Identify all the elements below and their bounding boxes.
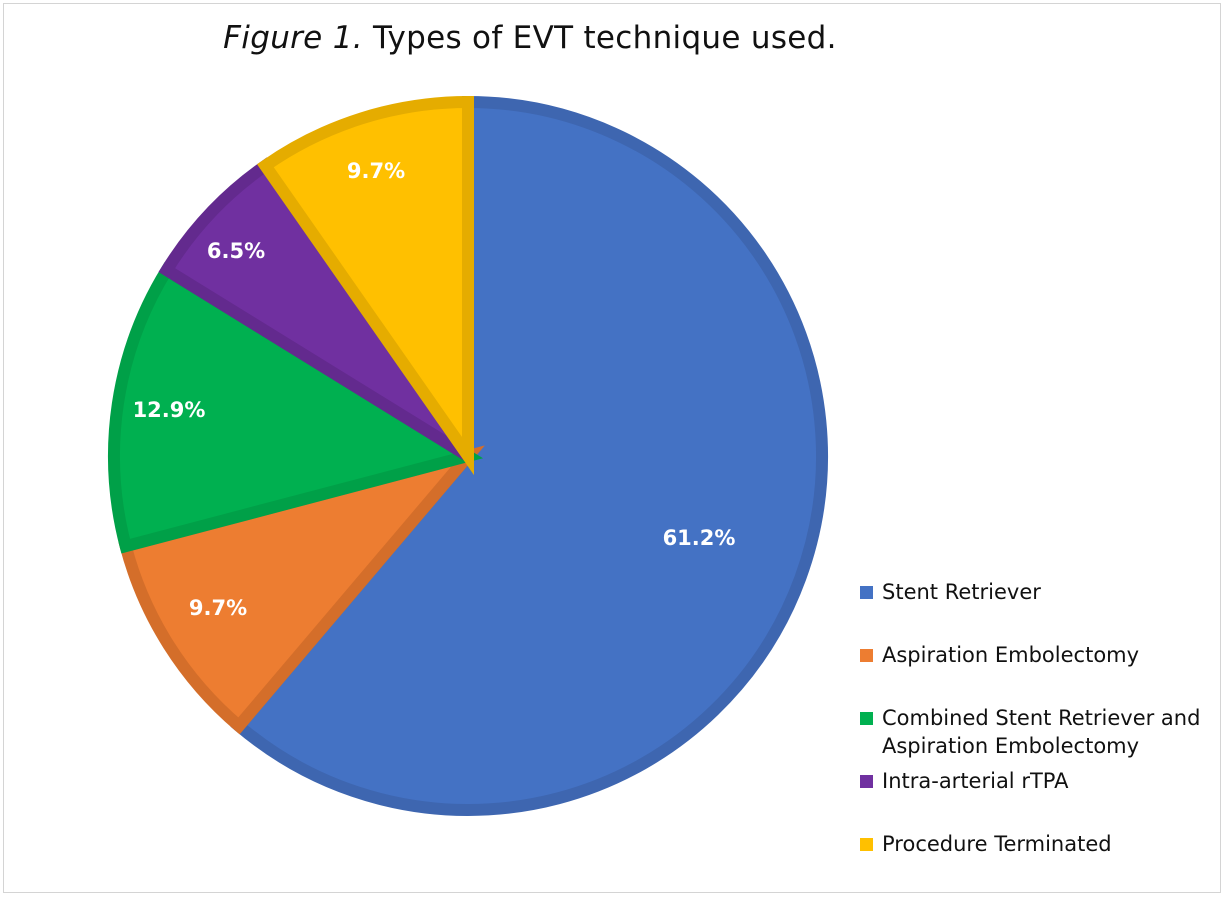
legend-swatch-procedure-terminated [860, 838, 873, 851]
legend-swatch-combined [860, 712, 873, 725]
chart-title-text: Types of EVT technique used. [362, 20, 837, 56]
data-label-combined: 12.9% [133, 398, 206, 422]
data-label-aspiration-embolectomy: 9.7% [189, 596, 247, 620]
legend-swatch-stent-retriever [860, 586, 873, 599]
data-label-intra-arterial-rtpa: 6.5% [207, 239, 265, 263]
chart-title: Figure 1. Types of EVT technique used. [0, 20, 1060, 56]
chart-frame [3, 3, 1221, 893]
legend-label-aspiration-embolectomy: Aspiration Embolectomy [882, 643, 1140, 667]
legend-swatch-aspiration-embolectomy [860, 649, 873, 662]
legend-label-combined-line-1: Combined Stent Retriever and [882, 706, 1201, 730]
data-label-stent-retriever: 61.2% [663, 526, 736, 550]
chart-title-figure-number: Figure 1. [223, 20, 363, 56]
data-label-procedure-terminated: 9.7% [347, 159, 405, 183]
pie-slice-stent-retriever [230, 95, 828, 816]
legend-label-procedure-terminated: Procedure Terminated [882, 832, 1112, 856]
pie-slice-aspiration-embolectomy [118, 445, 485, 735]
legend-swatch-intra-arterial-rtpa [860, 775, 873, 788]
legend-label-combined: Combined Stent Retriever and Aspiration E… [882, 704, 1212, 760]
legend-label-combined-line-2: Aspiration Embolectomy [882, 734, 1140, 758]
legend-label-stent-retriever: Stent Retriever [882, 580, 1041, 604]
pie-slice-combined [108, 261, 484, 554]
legend-label-intra-arterial-rtpa: Intra-arterial rTPA [882, 769, 1069, 793]
pie-slice-procedure-terminated [257, 95, 474, 476]
